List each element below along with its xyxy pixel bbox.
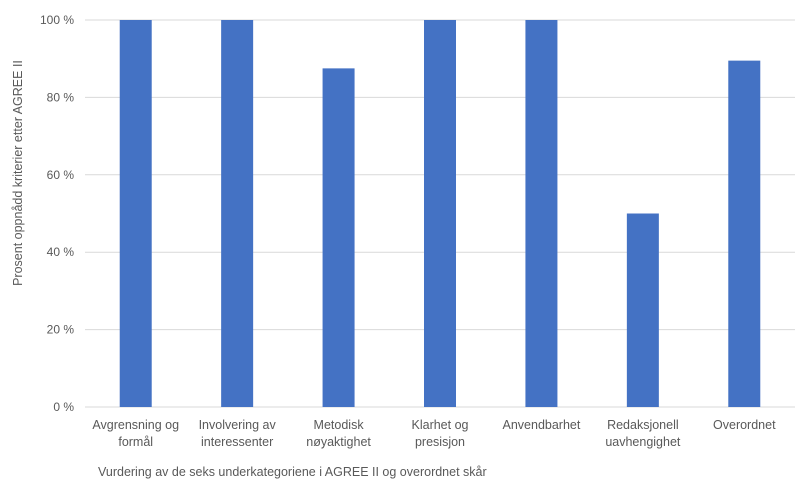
category-label: Overordnet <box>713 418 776 432</box>
bar <box>728 60 761 407</box>
category-label: Klarhet og <box>412 418 469 432</box>
bars <box>119 20 761 407</box>
category-label: Redaksjonell <box>607 418 679 432</box>
category-label: presisjon <box>415 435 465 449</box>
x-axis-title: Vurdering av de seks underkategoriene i … <box>98 465 487 479</box>
category-label: Anvendbarhet <box>503 418 581 432</box>
y-tick-labels: 0 % 20 % 40 % 60 % 80 % 100 % <box>40 13 74 414</box>
category-label: Involvering av <box>199 418 277 432</box>
category-label: nøyaktighet <box>306 435 371 449</box>
bar <box>424 20 456 407</box>
y-tick-label: 40 % <box>47 245 75 259</box>
bar <box>525 20 558 407</box>
y-tick-label: 80 % <box>47 90 75 104</box>
category-label: Metodisk <box>314 418 365 432</box>
bar <box>626 213 659 407</box>
category-label: uavhengighet <box>605 435 681 449</box>
y-tick-label: 20 % <box>47 323 75 337</box>
y-tick-label: 100 % <box>40 13 74 27</box>
bar <box>322 68 355 407</box>
y-axis-title: Prosent oppnådd kriterier etter AGREE II <box>11 60 25 286</box>
category-labels: Avgrensning og formål Involvering av intere… <box>92 418 776 449</box>
category-label: interessenter <box>201 435 273 449</box>
y-tick-label: 0 % <box>53 400 74 414</box>
category-label: Avgrensning og <box>92 418 179 432</box>
category-label: formål <box>118 435 153 449</box>
bar <box>119 20 152 407</box>
bar <box>221 20 254 407</box>
y-tick-label: 60 % <box>47 168 75 182</box>
